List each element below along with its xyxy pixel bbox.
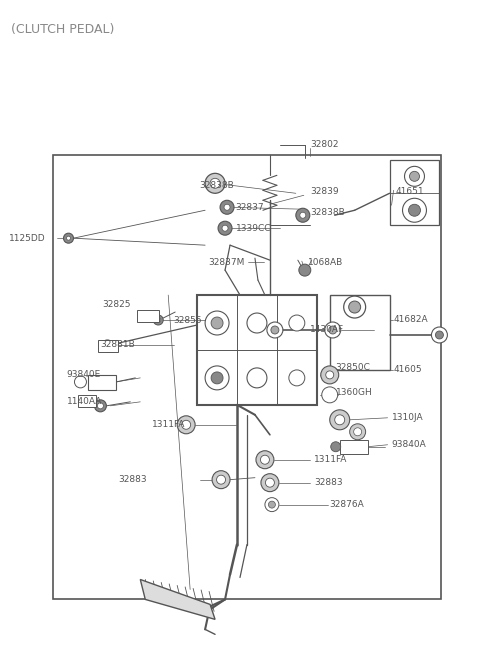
Circle shape	[67, 236, 71, 240]
Circle shape	[322, 387, 338, 403]
Text: 41682A: 41682A	[394, 314, 428, 324]
Circle shape	[222, 225, 228, 231]
Circle shape	[267, 322, 283, 338]
Text: 32838B: 32838B	[199, 181, 234, 190]
Text: 32881B: 32881B	[100, 341, 135, 350]
Circle shape	[326, 371, 334, 379]
Text: 32838B: 32838B	[310, 208, 345, 217]
Text: 32855: 32855	[173, 316, 202, 324]
Circle shape	[348, 301, 360, 313]
Circle shape	[153, 315, 163, 325]
Circle shape	[211, 372, 223, 384]
Bar	[340, 440, 368, 454]
Text: 1430AF: 1430AF	[310, 326, 344, 335]
Circle shape	[220, 200, 234, 214]
Circle shape	[330, 410, 350, 430]
Bar	[98, 340, 119, 352]
Circle shape	[435, 331, 444, 339]
Polygon shape	[140, 580, 215, 620]
Circle shape	[211, 317, 223, 329]
Circle shape	[212, 471, 230, 489]
Circle shape	[300, 212, 306, 218]
Bar	[78, 395, 96, 407]
Circle shape	[101, 340, 113, 352]
Text: 32850C: 32850C	[336, 364, 371, 373]
Circle shape	[350, 424, 366, 440]
Circle shape	[177, 416, 195, 434]
Text: 32837: 32837	[235, 203, 264, 212]
Circle shape	[409, 172, 420, 181]
Circle shape	[344, 296, 366, 318]
Text: 32839: 32839	[310, 187, 338, 196]
Text: 32883: 32883	[119, 475, 147, 484]
Circle shape	[331, 441, 341, 452]
Bar	[390, 160, 439, 225]
Circle shape	[265, 498, 279, 512]
Text: 93840E: 93840E	[67, 370, 101, 379]
Circle shape	[408, 204, 420, 216]
Circle shape	[205, 366, 229, 390]
Text: 1310JA: 1310JA	[392, 413, 423, 422]
Text: 1125DD: 1125DD	[9, 234, 45, 243]
Circle shape	[405, 166, 424, 186]
Text: 32825: 32825	[102, 299, 131, 309]
Circle shape	[247, 313, 267, 333]
Text: 32837M: 32837M	[208, 257, 244, 267]
Circle shape	[335, 415, 345, 425]
Text: 93840A: 93840A	[392, 440, 426, 449]
Circle shape	[325, 322, 341, 338]
Circle shape	[289, 315, 305, 331]
Text: 1360GH: 1360GH	[336, 388, 372, 398]
Bar	[52, 155, 442, 599]
Circle shape	[268, 501, 276, 508]
Circle shape	[265, 478, 275, 487]
Circle shape	[261, 455, 269, 464]
Circle shape	[403, 198, 426, 222]
Bar	[197, 295, 317, 405]
Circle shape	[205, 311, 229, 335]
Bar	[88, 375, 116, 390]
Text: 1339CC: 1339CC	[236, 224, 272, 233]
Circle shape	[224, 204, 230, 210]
Circle shape	[247, 368, 267, 388]
Circle shape	[210, 178, 220, 188]
Text: 1311FA: 1311FA	[314, 455, 347, 464]
Text: (CLUTCH PEDAL): (CLUTCH PEDAL)	[11, 23, 114, 35]
Circle shape	[354, 428, 361, 436]
Circle shape	[299, 264, 311, 276]
Circle shape	[156, 318, 161, 322]
Text: 41651: 41651	[396, 187, 424, 196]
Circle shape	[296, 208, 310, 222]
Text: 1311FA: 1311FA	[152, 421, 186, 429]
Circle shape	[321, 366, 339, 384]
Circle shape	[74, 376, 86, 388]
Text: 32883: 32883	[314, 478, 342, 487]
Bar	[330, 295, 390, 370]
Circle shape	[432, 327, 447, 343]
Circle shape	[205, 174, 225, 193]
Text: 1068AB: 1068AB	[308, 257, 343, 267]
Text: 32876A: 32876A	[330, 500, 364, 509]
Circle shape	[181, 421, 191, 429]
Circle shape	[95, 400, 107, 412]
Circle shape	[261, 474, 279, 492]
Circle shape	[63, 233, 73, 243]
Text: 32802: 32802	[310, 140, 338, 149]
Bar	[137, 310, 159, 322]
Circle shape	[97, 403, 103, 409]
Circle shape	[271, 326, 279, 334]
Circle shape	[216, 475, 226, 484]
Text: 41605: 41605	[394, 365, 422, 375]
Circle shape	[329, 326, 336, 334]
Circle shape	[289, 370, 305, 386]
Text: 1140AA: 1140AA	[67, 398, 102, 406]
Circle shape	[256, 451, 274, 469]
Circle shape	[218, 221, 232, 235]
